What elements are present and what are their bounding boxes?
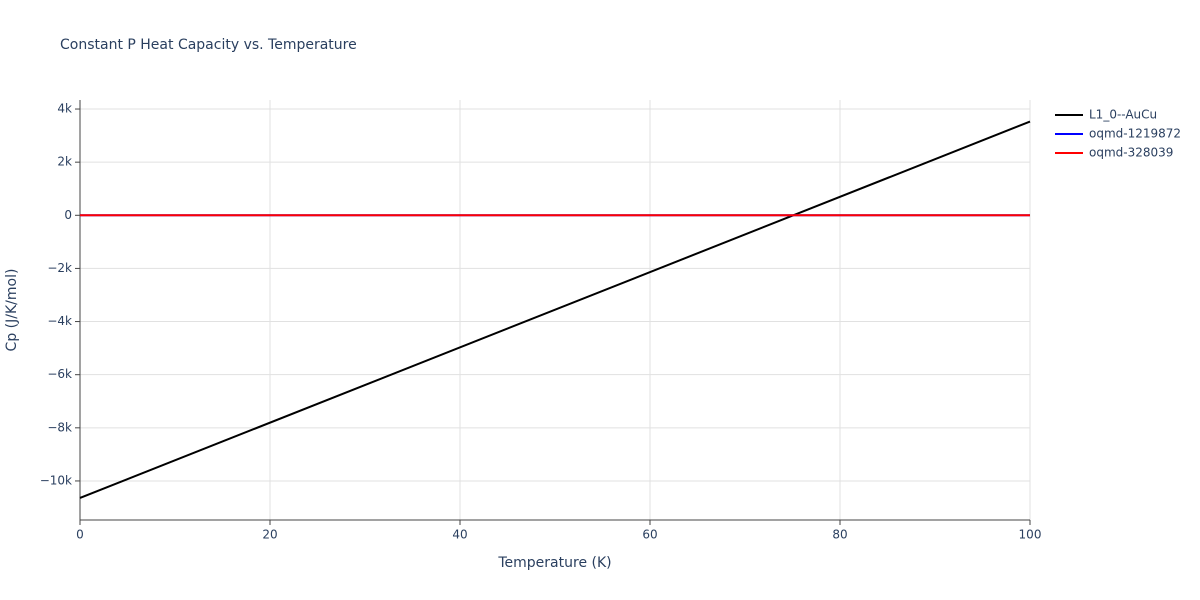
x-tick-label: 20 <box>262 528 277 542</box>
y-tick-label: 0 <box>64 208 72 222</box>
series-line <box>79 120 1031 499</box>
y-tick-label: −8k <box>47 420 72 434</box>
legend-label: oqmd-1219872 <box>1089 127 1181 141</box>
legend-label: L1_0--AuCu <box>1089 108 1157 122</box>
x-tick-label: 80 <box>832 528 847 542</box>
y-tick-label: −2k <box>47 261 72 275</box>
legend-label: oqmd-328039 <box>1089 146 1173 160</box>
y-tick-label: −10k <box>40 473 72 487</box>
y-tick-label: 4k <box>57 102 72 116</box>
x-tick-label: 60 <box>642 528 657 542</box>
y-tick-label: −4k <box>47 314 72 328</box>
y-axis-title: Cp (J/K/mol) <box>4 269 20 352</box>
x-tick-label: 100 <box>1019 528 1042 542</box>
x-axis-title: Temperature (K) <box>497 555 611 571</box>
x-tick-label: 40 <box>452 528 467 542</box>
x-tick-label: 0 <box>76 528 84 542</box>
y-tick-label: 2k <box>57 155 72 169</box>
y-tick-label: −6k <box>47 367 72 381</box>
chart-title: Constant P Heat Capacity vs. Temperature <box>60 37 357 53</box>
